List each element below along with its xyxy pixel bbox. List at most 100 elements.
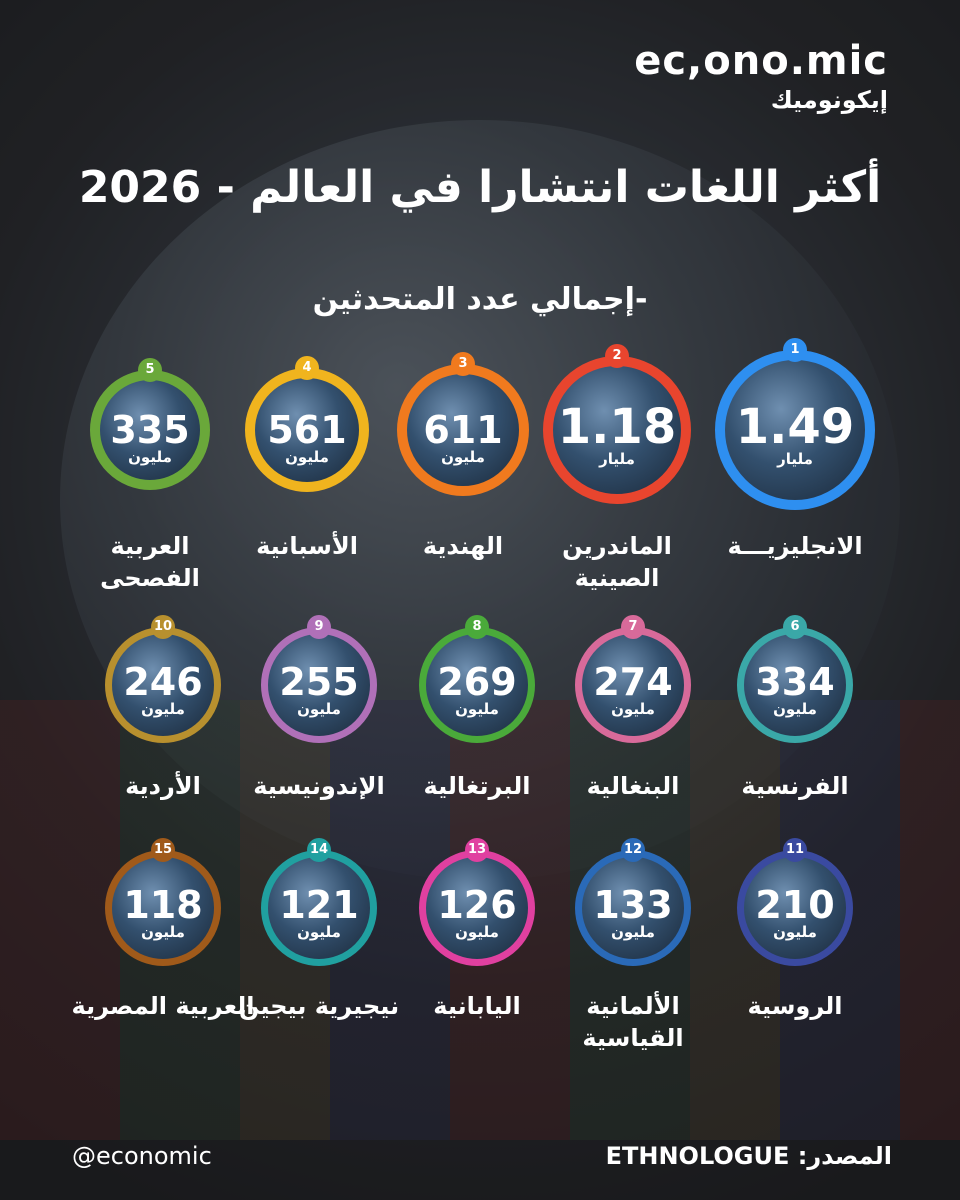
name-line: الهندية (422, 532, 504, 560)
language-name: الأسبانية (212, 530, 402, 562)
language-name: العربية الفصحى (55, 530, 245, 594)
language-name: الانجليزيـــة (700, 530, 890, 562)
language-name: نيجيرية بيجين (224, 990, 414, 1022)
name-line: الأسبانية (256, 532, 358, 560)
speakers-value: 334 (755, 659, 835, 704)
speakers-value: 1.49 (735, 399, 855, 456)
speakers-unit: مليون (773, 922, 817, 941)
name-line: الانجليزيـــة (727, 532, 863, 560)
rank-badge: 5 (138, 358, 162, 382)
name-line: الأردية (125, 772, 201, 800)
speakers-unit: مليون (441, 447, 485, 466)
language-ring: 5 335 مليون (90, 358, 210, 490)
speakers-unit: مليون (297, 699, 341, 718)
language-ring: 11 210 مليون (737, 838, 853, 966)
speakers-unit: مليار (777, 449, 813, 468)
speakers-unit: مليون (455, 922, 499, 941)
language-ring: 1 1.49 مليار (715, 338, 875, 510)
name-line: الروسية (747, 992, 843, 1020)
source-label: المصدر: (797, 1142, 892, 1170)
language-ring: 6 334 مليون (737, 615, 853, 743)
subtitle: -إجمالي عدد المتحدثين (312, 282, 648, 317)
speakers-value: 118 (123, 882, 203, 927)
speakers-unit: مليون (297, 922, 341, 941)
rank-badge: 8 (465, 615, 489, 639)
rank-badge: 1 (783, 338, 807, 362)
name-line: الصينية (574, 564, 660, 592)
rank-badge: 2 (605, 344, 629, 368)
rank-badge: 7 (621, 615, 645, 639)
speakers-value: 274 (593, 659, 673, 704)
name-line: الفصحى (100, 564, 200, 592)
language-ring: 9 255 مليون (261, 615, 377, 743)
speakers-value: 335 (110, 407, 190, 452)
handle: @economic (72, 1142, 212, 1170)
name-line: الفرنسية (741, 772, 849, 800)
language-name: الإندونيسية (224, 770, 414, 802)
language-name: الهندية (368, 530, 558, 562)
name-line: البرتغالية (423, 772, 531, 800)
language-name: الروسية (700, 990, 890, 1022)
speakers-unit: مليون (455, 699, 499, 718)
source: المصدر: ETHNOLOGUE (606, 1142, 892, 1170)
language-ring: 15 118 مليون (105, 838, 221, 966)
speakers-unit: مليون (285, 447, 329, 466)
speakers-value: 611 (423, 407, 503, 452)
language-name: الماندرين الصينية (522, 530, 712, 594)
language-name: الألمانية القياسية (538, 990, 728, 1054)
rank-badge: 9 (307, 615, 331, 639)
name-line: العربية المصرية (71, 992, 255, 1020)
rank-badge: 14 (307, 838, 331, 862)
name-line: الألمانية (586, 992, 680, 1020)
speakers-value: 126 (437, 882, 517, 927)
speakers-unit: مليون (611, 699, 655, 718)
rank-badge: 4 (295, 356, 319, 380)
language-name: الفرنسية (700, 770, 890, 802)
brand-arabic: إيكونوميك (770, 86, 888, 114)
language-ring: 12 133 مليون (575, 838, 691, 966)
language-name: البرتغالية (382, 770, 572, 802)
language-ring: 14 121 مليون (261, 838, 377, 966)
rank-badge: 11 (783, 838, 807, 862)
speakers-unit: مليون (128, 447, 172, 466)
rank-badge: 13 (465, 838, 489, 862)
speakers-unit: مليون (611, 922, 655, 941)
rank-badge: 10 (151, 615, 175, 639)
speakers-value: 121 (279, 882, 359, 927)
rank-badge: 3 (451, 352, 475, 376)
speakers-value: 255 (279, 659, 359, 704)
language-ring: 4 561 مليون (245, 356, 369, 492)
speakers-unit: مليون (141, 699, 185, 718)
name-line: البنغالية (586, 772, 680, 800)
name-line: نيجيرية بيجين (238, 992, 400, 1020)
language-ring: 8 269 مليون (419, 615, 535, 743)
name-line: الإندونيسية (253, 772, 385, 800)
language-ring: 13 126 مليون (419, 838, 535, 966)
language-ring: 3 611 مليون (397, 352, 529, 496)
speakers-unit: مليون (141, 922, 185, 941)
source-name: ETHNOLOGUE (605, 1142, 790, 1170)
speakers-value: 561 (267, 407, 347, 452)
language-ring: 10 246 مليون (105, 615, 221, 743)
speakers-unit: مليون (773, 699, 817, 718)
rank-badge: 6 (783, 615, 807, 639)
language-name: اليابانية (382, 990, 572, 1022)
language-name: البنغالية (538, 770, 728, 802)
speakers-value: 133 (593, 882, 673, 927)
name-line: اليابانية (433, 992, 521, 1020)
name-line: العربية (110, 532, 190, 560)
language-ring: 2 1.18 مليار (543, 344, 691, 504)
brand: ec,ono.mic (634, 38, 888, 84)
rank-badge: 12 (621, 838, 645, 862)
speakers-value: 246 (123, 659, 203, 704)
speakers-unit: مليار (599, 449, 635, 468)
title: أكثر اللغات انتشارا في العالم - 2026 (78, 162, 882, 213)
language-ring: 7 274 مليون (575, 615, 691, 743)
rank-badge: 15 (151, 838, 175, 862)
speakers-value: 1.18 (557, 399, 677, 456)
name-line: الماندرين (562, 532, 672, 560)
language-name: العربية المصرية (68, 990, 258, 1022)
speakers-value: 269 (437, 659, 517, 704)
